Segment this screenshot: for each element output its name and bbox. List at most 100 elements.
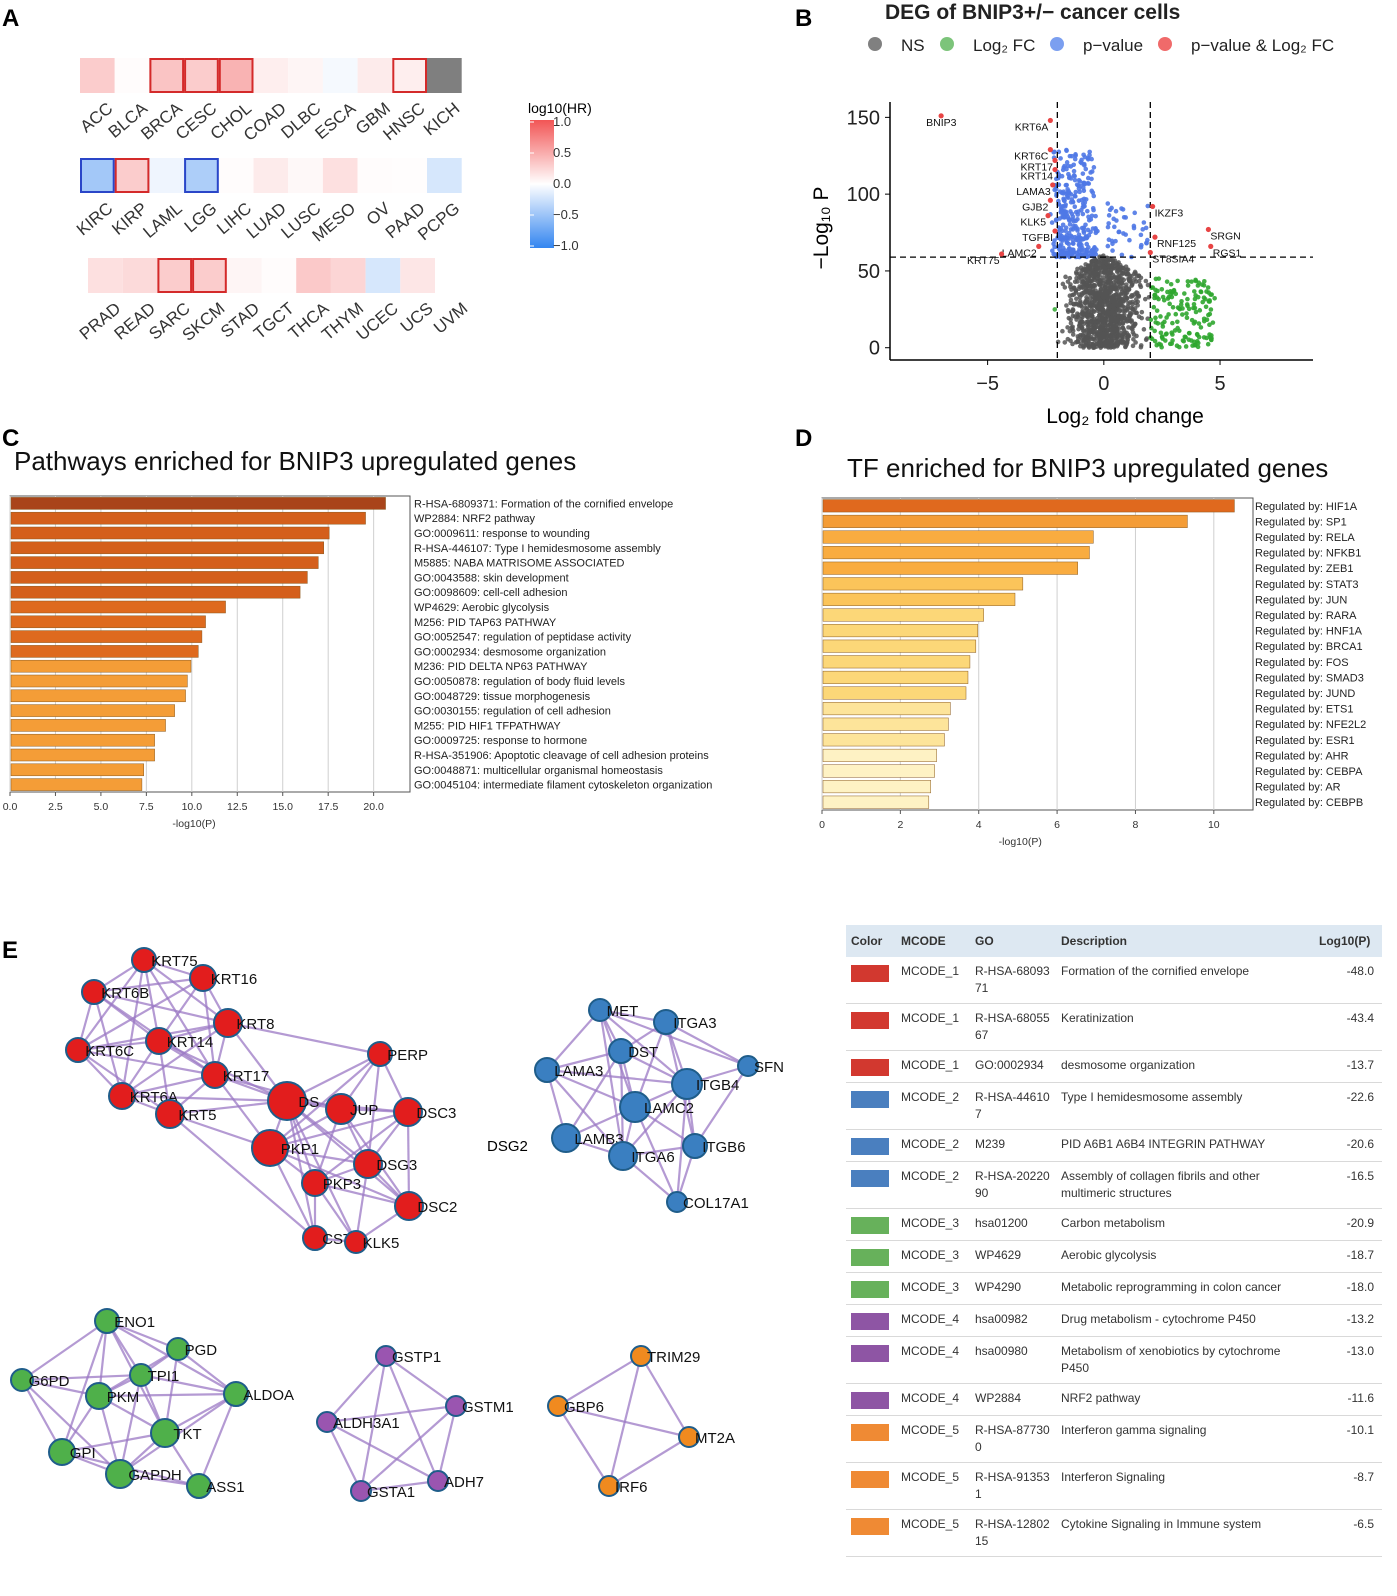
bar-18 [11,764,144,776]
volcano-point [1071,307,1076,312]
cancer-label-laml: LAML [139,199,185,242]
volcano-point [1142,220,1147,225]
mcode-table-row: MCODE_5 R-HSA-913531 Interferon Signaling -… [846,1463,1382,1510]
panel-letter-b: B [795,5,812,32]
bar-label: GO:0098609: cell-cell adhesion [414,587,567,599]
node-label-aldh3a1: ALDH3A1 [333,1415,400,1432]
volcano-point [1204,289,1209,294]
row-description: NRF2 pathway [1056,1384,1314,1416]
heat-cell-meso [323,158,358,193]
volcano-point [1193,297,1198,302]
heat-cell-laml [149,158,184,193]
row-go-id: R-HSA-2022090 [970,1162,1056,1209]
volcano-point [1136,273,1141,278]
bar-10 [11,645,198,657]
volcano-point [1098,283,1103,288]
heat-cell-ov [358,158,393,193]
volcano-point [1108,304,1113,309]
hr-tick-label: 0.0 [553,176,571,191]
volcano-legend-dot [1158,37,1172,51]
volcano-y-label: −Log₁₀ P [810,187,833,270]
x-tick-label: 20.0 [363,801,384,813]
volcano-point [1164,331,1169,336]
row-log10p: -8.7 [1314,1463,1382,1510]
volcano-point [1129,312,1134,317]
node-label-col17a1: COL17A1 [683,1195,749,1212]
header-color: Color [846,925,896,957]
row-log10p: -43.4 [1314,1004,1382,1051]
volcano-point [1186,283,1191,288]
volcano-point [1099,343,1104,348]
x-tick-label: 10.0 [182,801,203,813]
volcano-point [1073,152,1078,157]
volcano-point [1168,342,1173,347]
volcano-point [1078,334,1083,339]
volcano-point [1139,316,1144,321]
volcano-point [1121,320,1126,325]
bar-label: M236: PID DELTA NP63 PATHWAY [414,661,588,673]
volcano-point [1208,292,1213,297]
volcano-point [1150,285,1155,290]
volcano-point [1140,310,1145,315]
volcano-point [1069,200,1074,205]
volcano-point [1065,240,1070,245]
heat-cell-lgg [184,158,219,193]
volcano-point [1061,222,1066,227]
volcano-point [1184,311,1189,316]
volcano-point [1116,275,1121,280]
volcano-point [1130,282,1135,287]
row-mcode: MCODE_4 [896,1384,970,1416]
mcode-table-header: Color MCODE GO Description Log10(P) [846,925,1382,957]
volcano-point [1063,275,1068,280]
volcano-point [1183,335,1188,340]
bar-label: Regulated by: AHR [1255,750,1349,762]
volcano-point [1113,320,1118,325]
volcano-point [1050,220,1055,225]
row-description: Carbon metabolism [1056,1209,1314,1241]
bar-label: GO:0052547: regulation of peptidase acti… [414,632,632,644]
row-color-cell [846,1337,896,1384]
volcano-point [1170,332,1175,337]
node-label-eno1: ENO1 [114,1314,155,1331]
heat-cell-stad [227,258,262,293]
volcano-point [1096,297,1101,302]
bar-label: Regulated by: ESR1 [1255,735,1355,747]
x-tick-label: 10 [1208,819,1220,831]
row-log10p: -20.6 [1314,1130,1382,1162]
volcano-point [1118,301,1123,306]
bar-label: Regulated by: RARA [1255,610,1357,622]
volcano-point [1061,211,1066,216]
row-go-id: hsa01200 [970,1209,1056,1241]
volcano-point [1111,217,1116,222]
volcano-point [1135,299,1140,304]
volcano-point [1121,278,1126,283]
volcano-point [1072,174,1077,179]
volcano-point [1155,308,1160,313]
heat-cell-tgct [262,258,297,293]
node-label-krt8: KRT8 [236,1016,274,1033]
node-label-irf6: IRF6 [615,1479,648,1496]
volcano-point [1094,229,1099,234]
bar-17 [11,749,155,761]
bar-15 [823,734,944,747]
volcano-point [1080,237,1085,242]
volcano-point [1079,303,1084,308]
volcano-point [1054,193,1059,198]
bar-label: Regulated by: SMAD3 [1255,672,1364,684]
node-label-krt5: KRT5 [178,1107,216,1124]
volcano-point [1134,310,1139,315]
volcano-point [1078,344,1083,349]
row-log10p: -11.6 [1314,1384,1382,1416]
volcano-point [1117,309,1122,314]
mcode-color-swatch [851,1170,889,1187]
bar-label: Regulated by: CEBPA [1255,766,1363,778]
bar-label: GO:0048871: multicellular organismal hom… [414,765,663,777]
pathway-chart-title: Pathways enriched for BNIP3 upregulated … [14,446,576,476]
bar-18 [823,780,931,793]
volcano-point [1068,209,1073,214]
volcano-point [1114,209,1119,214]
volcano-point [1058,227,1063,232]
volcano-point [1142,327,1147,332]
y-tick-label: 0 [869,338,880,360]
volcano-point [1109,282,1114,287]
